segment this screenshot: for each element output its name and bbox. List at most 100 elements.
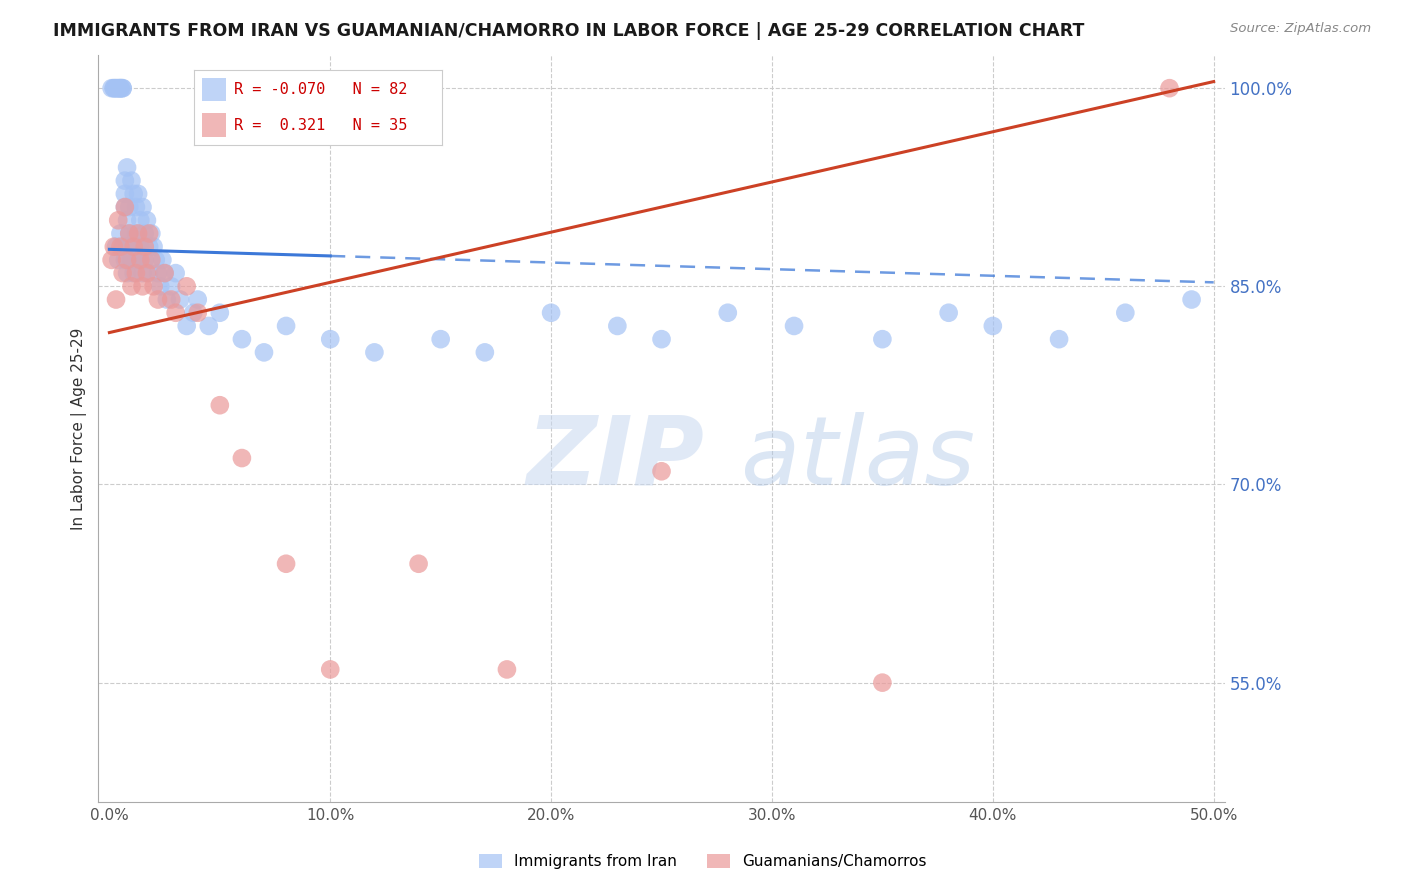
Point bbox=[127, 252, 149, 267]
Point bbox=[122, 266, 145, 280]
Point bbox=[111, 266, 134, 280]
Point bbox=[107, 81, 129, 95]
Text: IMMIGRANTS FROM IRAN VS GUAMANIAN/CHAMORRO IN LABOR FORCE | AGE 25-29 CORRELATIO: IMMIGRANTS FROM IRAN VS GUAMANIAN/CHAMOR… bbox=[53, 22, 1085, 40]
Point bbox=[115, 161, 138, 175]
Point bbox=[208, 306, 231, 320]
Point bbox=[176, 318, 198, 333]
Point bbox=[138, 266, 160, 280]
Point bbox=[153, 266, 176, 280]
Point bbox=[872, 332, 894, 346]
Y-axis label: In Labor Force | Age 25-29: In Labor Force | Age 25-29 bbox=[72, 327, 87, 530]
Text: atlas: atlas bbox=[741, 412, 976, 505]
Point bbox=[125, 227, 148, 241]
Point bbox=[110, 227, 132, 241]
Point bbox=[131, 279, 153, 293]
Point bbox=[129, 252, 152, 267]
Point bbox=[111, 81, 134, 95]
Point bbox=[141, 227, 163, 241]
Point bbox=[105, 293, 128, 307]
Point bbox=[125, 240, 148, 254]
Point bbox=[169, 293, 191, 307]
Point bbox=[872, 675, 894, 690]
Point bbox=[160, 279, 183, 293]
Point bbox=[121, 279, 143, 293]
Point bbox=[136, 266, 159, 280]
Point bbox=[231, 332, 253, 346]
Point bbox=[100, 252, 122, 267]
Point bbox=[134, 227, 156, 241]
Point bbox=[253, 345, 276, 359]
Point bbox=[408, 557, 430, 571]
Point bbox=[981, 318, 1004, 333]
Point bbox=[127, 186, 149, 201]
Point bbox=[129, 240, 152, 254]
Point bbox=[115, 213, 138, 227]
Point bbox=[122, 186, 145, 201]
Point bbox=[156, 293, 179, 307]
Point bbox=[783, 318, 806, 333]
Point bbox=[110, 240, 132, 254]
Point bbox=[717, 306, 740, 320]
Point bbox=[115, 240, 138, 254]
Point bbox=[181, 306, 204, 320]
Point bbox=[107, 81, 129, 95]
Point bbox=[100, 81, 122, 95]
Point bbox=[110, 81, 132, 95]
Legend: Immigrants from Iran, Guamanians/Chamorros: Immigrants from Iran, Guamanians/Chamorr… bbox=[472, 848, 934, 875]
Point bbox=[938, 306, 960, 320]
Point bbox=[197, 318, 219, 333]
Point bbox=[145, 252, 167, 267]
Point bbox=[136, 213, 159, 227]
Point bbox=[131, 266, 153, 280]
Point bbox=[111, 81, 134, 95]
Point bbox=[103, 240, 125, 254]
Point bbox=[319, 662, 342, 676]
Point bbox=[187, 293, 209, 307]
Point bbox=[1181, 293, 1204, 307]
Point bbox=[474, 345, 496, 359]
Point bbox=[105, 240, 128, 254]
Point bbox=[127, 252, 149, 267]
Text: ZIP: ZIP bbox=[526, 412, 704, 505]
Point bbox=[125, 200, 148, 214]
Point bbox=[125, 266, 148, 280]
Point bbox=[141, 252, 163, 267]
Point bbox=[127, 227, 149, 241]
Point bbox=[208, 398, 231, 412]
Point bbox=[165, 266, 187, 280]
Point bbox=[176, 279, 198, 293]
Point bbox=[152, 252, 174, 267]
Point bbox=[540, 306, 562, 320]
Point bbox=[114, 200, 136, 214]
Point bbox=[129, 213, 152, 227]
Point bbox=[121, 174, 143, 188]
Point bbox=[429, 332, 451, 346]
Point bbox=[153, 266, 176, 280]
Point bbox=[114, 252, 136, 267]
Point bbox=[146, 266, 169, 280]
Point bbox=[651, 464, 673, 478]
Point bbox=[115, 266, 138, 280]
Point bbox=[231, 451, 253, 466]
Point bbox=[274, 318, 297, 333]
Point bbox=[110, 81, 132, 95]
Point bbox=[114, 200, 136, 214]
Point bbox=[118, 227, 141, 241]
Point bbox=[118, 227, 141, 241]
Point bbox=[110, 81, 132, 95]
Point bbox=[107, 252, 129, 267]
Point bbox=[165, 306, 187, 320]
Point bbox=[149, 279, 172, 293]
Point bbox=[651, 332, 673, 346]
Point bbox=[134, 240, 156, 254]
Point bbox=[1114, 306, 1136, 320]
Point bbox=[114, 186, 136, 201]
Point bbox=[115, 252, 138, 267]
Point bbox=[118, 200, 141, 214]
Point bbox=[138, 240, 160, 254]
Point bbox=[187, 306, 209, 320]
Point bbox=[319, 332, 342, 346]
Point bbox=[142, 279, 165, 293]
Point bbox=[134, 252, 156, 267]
Point bbox=[122, 240, 145, 254]
